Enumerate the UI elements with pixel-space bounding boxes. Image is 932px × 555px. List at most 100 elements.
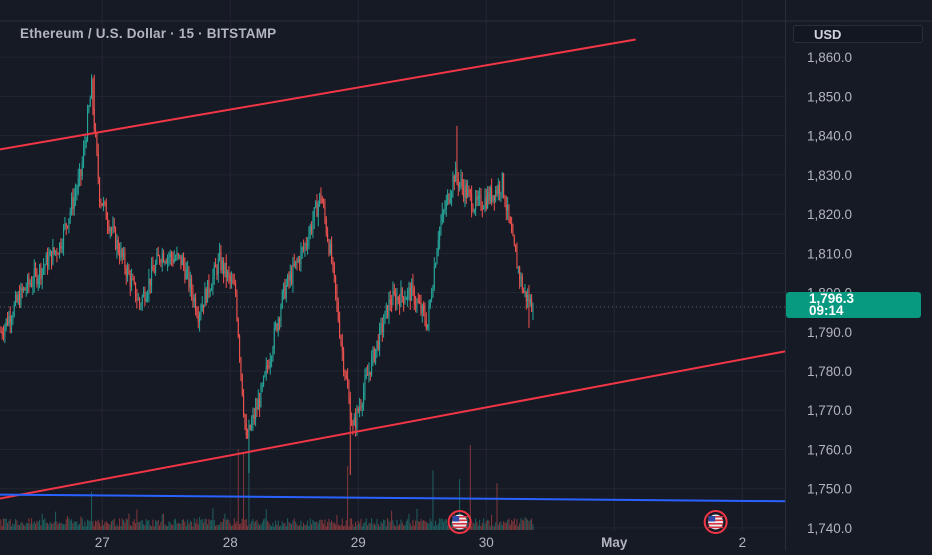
- candle-body: [143, 291, 145, 297]
- volume-bar: [75, 521, 77, 530]
- candle-body: [37, 278, 39, 284]
- volume-bar: [267, 520, 269, 530]
- volume-bar: [263, 519, 265, 530]
- candle-body: [249, 425, 251, 430]
- volume-bar: [277, 520, 279, 530]
- candle-body: [484, 197, 486, 208]
- volume-bar: [183, 519, 185, 530]
- candle-body: [151, 265, 153, 286]
- candle-body: [509, 218, 511, 224]
- volume-bar: [41, 514, 43, 530]
- candle-body: [500, 192, 502, 194]
- volume-bar: [69, 520, 71, 530]
- volume-bar: [505, 522, 507, 530]
- volume-bar: [436, 525, 438, 530]
- candle-body: [501, 173, 503, 193]
- volume-bar: [388, 520, 390, 530]
- candle-body: [8, 315, 10, 325]
- candle-body: [175, 258, 177, 260]
- volume-bar: [508, 518, 510, 530]
- volume-bar: [213, 519, 215, 530]
- candle-body: [33, 268, 35, 284]
- volume-bar: [279, 526, 281, 530]
- volume-bar: [269, 524, 271, 530]
- candle-body: [233, 283, 235, 285]
- volume-bar: [239, 523, 241, 530]
- candle-body: [15, 295, 17, 304]
- volume-bar: [108, 523, 110, 530]
- volume-bar: [340, 524, 342, 530]
- volume-bar: [148, 520, 150, 530]
- support-line[interactable]: [0, 493, 786, 503]
- candle-body: [373, 348, 375, 362]
- channel-upper-line[interactable]: [0, 38, 636, 151]
- volume-bar: [333, 522, 335, 530]
- candle-body: [420, 302, 422, 314]
- us-flag-icon[interactable]: [703, 510, 728, 534]
- candle-body: [279, 319, 281, 321]
- candle-body: [267, 365, 269, 367]
- candle-body: [467, 189, 469, 198]
- candle-body: [336, 291, 338, 303]
- candle-body: [111, 228, 113, 230]
- candle-layer: [0, 74, 534, 475]
- volume-bar: [503, 521, 505, 530]
- candle-body: [496, 189, 498, 194]
- candle-body: [443, 211, 445, 213]
- candle-body: [97, 152, 99, 179]
- candle-body: [76, 189, 78, 194]
- volume-bar: [76, 521, 78, 530]
- volume-bar: [485, 521, 487, 530]
- volume-bar: [209, 520, 211, 530]
- candle-body: [20, 287, 22, 306]
- candle-body: [513, 236, 515, 245]
- volume-bar: [321, 520, 323, 530]
- candle-body: [343, 351, 345, 371]
- candle-body: [40, 266, 42, 280]
- volume-bar: [73, 521, 75, 530]
- volume-bar: [389, 522, 391, 530]
- candle-body: [13, 303, 15, 316]
- us-flag-icon[interactable]: [447, 510, 472, 534]
- volume-bar: [432, 470, 434, 530]
- candle-body: [152, 265, 154, 272]
- volume-bar: [168, 521, 170, 530]
- volume-bar: [323, 523, 325, 530]
- candle-body: [59, 243, 61, 255]
- y-tick-label: 1,860.0: [807, 50, 852, 65]
- candle-body: [389, 299, 391, 304]
- volume-bar: [257, 523, 259, 530]
- candle-body: [288, 275, 290, 281]
- candle-body: [503, 173, 505, 197]
- candle-body: [85, 140, 87, 144]
- candle-body: [365, 374, 367, 378]
- trendline-layer[interactable]: [0, 38, 786, 503]
- candle-body: [141, 296, 143, 305]
- volume-bar: [32, 523, 34, 530]
- channel-lower-line[interactable]: [0, 350, 786, 500]
- flag-stripe: [452, 526, 468, 529]
- volume-bar: [509, 524, 511, 530]
- events-layer[interactable]: [447, 510, 728, 534]
- candle-body: [205, 288, 207, 303]
- candle-body: [516, 251, 518, 269]
- x-tick-label: 30: [479, 535, 494, 550]
- candle-body: [172, 257, 174, 263]
- candle-body: [176, 253, 178, 259]
- candle-body: [259, 399, 261, 408]
- candle-body: [380, 323, 382, 327]
- candle-body: [304, 244, 306, 249]
- candle-body: [75, 193, 77, 197]
- volume-bar: [219, 524, 221, 530]
- candle-body: [399, 300, 401, 307]
- candle-body: [313, 207, 315, 221]
- volume-bar: [225, 519, 227, 530]
- volume-bar: [288, 522, 290, 530]
- currency-button[interactable]: USD: [793, 25, 923, 43]
- candle-body: [251, 421, 253, 430]
- candle-body: [153, 271, 155, 273]
- volume-bar: [95, 520, 97, 530]
- volume-bar: [444, 519, 446, 530]
